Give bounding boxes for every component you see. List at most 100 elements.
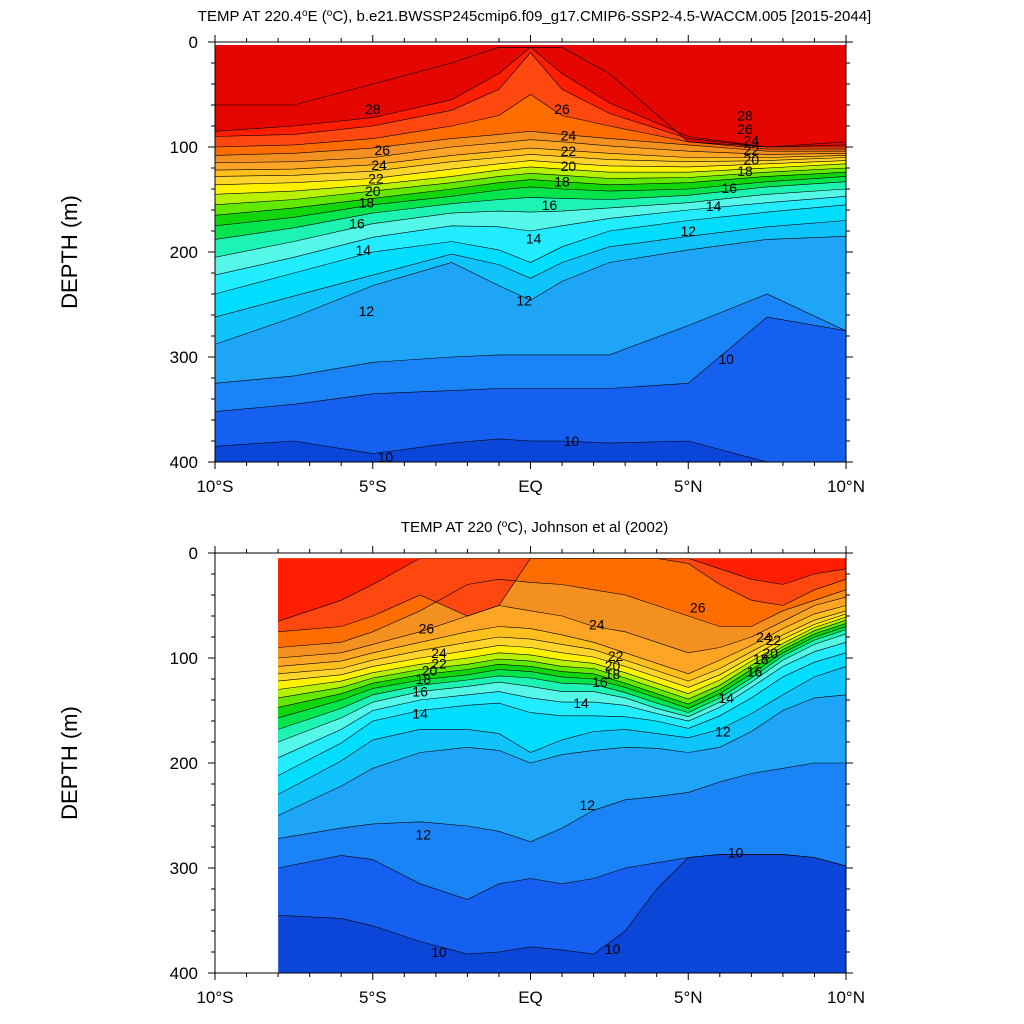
y-tick-label: 0 [189, 33, 198, 52]
contour-label-28: 28 [365, 101, 381, 117]
contour-label-10: 10 [728, 844, 744, 860]
contour-label-10: 10 [564, 433, 580, 449]
isotherm-19 [215, 171, 846, 216]
isotherm-10 [278, 854, 847, 900]
x-tick-label: EQ [518, 477, 543, 496]
contour-label-18: 18 [605, 666, 621, 682]
contour-label-20: 20 [561, 158, 577, 174]
contour-label-24: 24 [561, 127, 577, 143]
isotherm-17 [215, 181, 846, 240]
contour-label-10: 10 [605, 941, 621, 957]
isotherm-22 [215, 160, 846, 186]
contour-label-22: 22 [561, 143, 577, 159]
isotherm-23 [215, 154, 846, 177]
contour-fill-28 [278, 558, 847, 632]
contour-label-22: 22 [431, 655, 447, 671]
isotherm-14 [278, 652, 847, 776]
contour-label-12: 12 [715, 724, 731, 740]
contour-label-14: 14 [573, 695, 589, 711]
isotherm-13 [278, 666, 847, 795]
isotherm-9 [215, 438, 846, 463]
contour-label-24: 24 [744, 133, 760, 149]
y-axis-title: DEPTH (m) [57, 706, 82, 820]
contour-fill-31 [215, 45, 846, 147]
isotherm-28 [278, 558, 847, 622]
y-tick-label: 400 [170, 453, 198, 472]
isotherm-28 [215, 52, 846, 148]
isotherm-21 [215, 163, 846, 195]
contour-label-18: 18 [359, 195, 375, 211]
contour-label-24: 24 [756, 629, 772, 645]
contour-label-16: 16 [349, 216, 365, 232]
axis-ticks: 10°S 5°S EQ 5°N 10°N 0 100 200 300 400 [170, 544, 865, 1007]
contour-label-26: 26 [737, 121, 753, 137]
isotherm-16 [278, 633, 847, 743]
isotherm-23 [278, 610, 847, 682]
isotherm-18 [215, 176, 846, 227]
contour-label-18: 18 [415, 671, 431, 687]
contour-label-12: 12 [680, 223, 696, 239]
isotherm-11 [215, 293, 846, 384]
isotherm-30 [215, 47, 846, 148]
x-tick-label: EQ [518, 988, 543, 1007]
isotherm-15 [278, 642, 847, 759]
contour-label-14: 14 [355, 242, 371, 258]
contour-label-14: 14 [526, 230, 542, 246]
contour-label-16: 16 [747, 664, 763, 680]
y-axis-title: DEPTH (m) [57, 195, 82, 309]
contour-label-20: 20 [365, 183, 381, 199]
contour-label-18: 18 [753, 651, 769, 667]
isotherm-16 [215, 188, 846, 258]
chart-title: TEMP AT 220.4oE (oC), b.e21.BWSSP245cmip… [198, 8, 871, 26]
contour-label-18: 18 [737, 163, 753, 179]
contour-label-10: 10 [431, 944, 447, 960]
contour-label-22: 22 [766, 632, 782, 648]
contour-labels: 2826242220181614122624222018161412282624… [349, 101, 759, 465]
isotherm-26 [215, 130, 846, 156]
isotherm-12 [278, 694, 847, 816]
isotherm-22 [278, 613, 847, 688]
contour-label-26: 26 [690, 600, 706, 616]
isotherm-10 [215, 316, 846, 412]
contour-labels: 2624222018161412102422201816141210262422… [412, 600, 781, 960]
contour-label-12: 12 [516, 292, 532, 308]
isotherm-17 [278, 629, 847, 730]
contour-label-10: 10 [718, 351, 734, 367]
x-tick-label: 10°N [827, 477, 865, 496]
y-tick-label: 100 [170, 649, 198, 668]
y-tick-label: 0 [189, 544, 198, 563]
isotherm-18 [278, 626, 847, 719]
contour-label-14: 14 [706, 198, 722, 214]
contour-fills [278, 558, 847, 973]
isotherm-24 [278, 605, 847, 675]
contour-label-28: 28 [737, 108, 753, 124]
contour-label-12: 12 [580, 797, 596, 813]
contour-label-22: 22 [368, 171, 384, 187]
x-tick-label: 5°S [359, 477, 387, 496]
isotherm-15 [215, 196, 846, 276]
y-tick-label: 200 [170, 243, 198, 262]
isotherm-20 [278, 619, 847, 700]
y-tick-label: 100 [170, 138, 198, 157]
contour-label-16: 16 [592, 674, 608, 690]
isotherm-19 [278, 623, 847, 708]
axis-ticks: 10°S 5°S EQ 5°N 10°N 0 100 200 300 400 [170, 33, 865, 496]
y-tick-label: 400 [170, 964, 198, 983]
contour-label-16: 16 [412, 684, 428, 700]
x-tick-label: 10°S [196, 988, 233, 1007]
isotherm-24 [215, 147, 846, 171]
bottom-panel-observations: 2624222018161412102422201816141210262422… [57, 519, 865, 1008]
x-tick-label: 5°N [674, 477, 703, 496]
isotherm-20 [215, 167, 846, 206]
contour-label-12: 12 [415, 826, 431, 842]
contour-label-10: 10 [378, 449, 394, 465]
contour-label-22: 22 [608, 648, 624, 664]
x-tick-label: 10°S [196, 477, 233, 496]
isotherm-14 [215, 204, 846, 295]
contour-fills [215, 45, 846, 463]
y-tick-label: 300 [170, 859, 198, 878]
contour-label-24: 24 [371, 157, 387, 173]
contour-lines [215, 46, 846, 463]
x-tick-label: 5°N [674, 988, 703, 1007]
